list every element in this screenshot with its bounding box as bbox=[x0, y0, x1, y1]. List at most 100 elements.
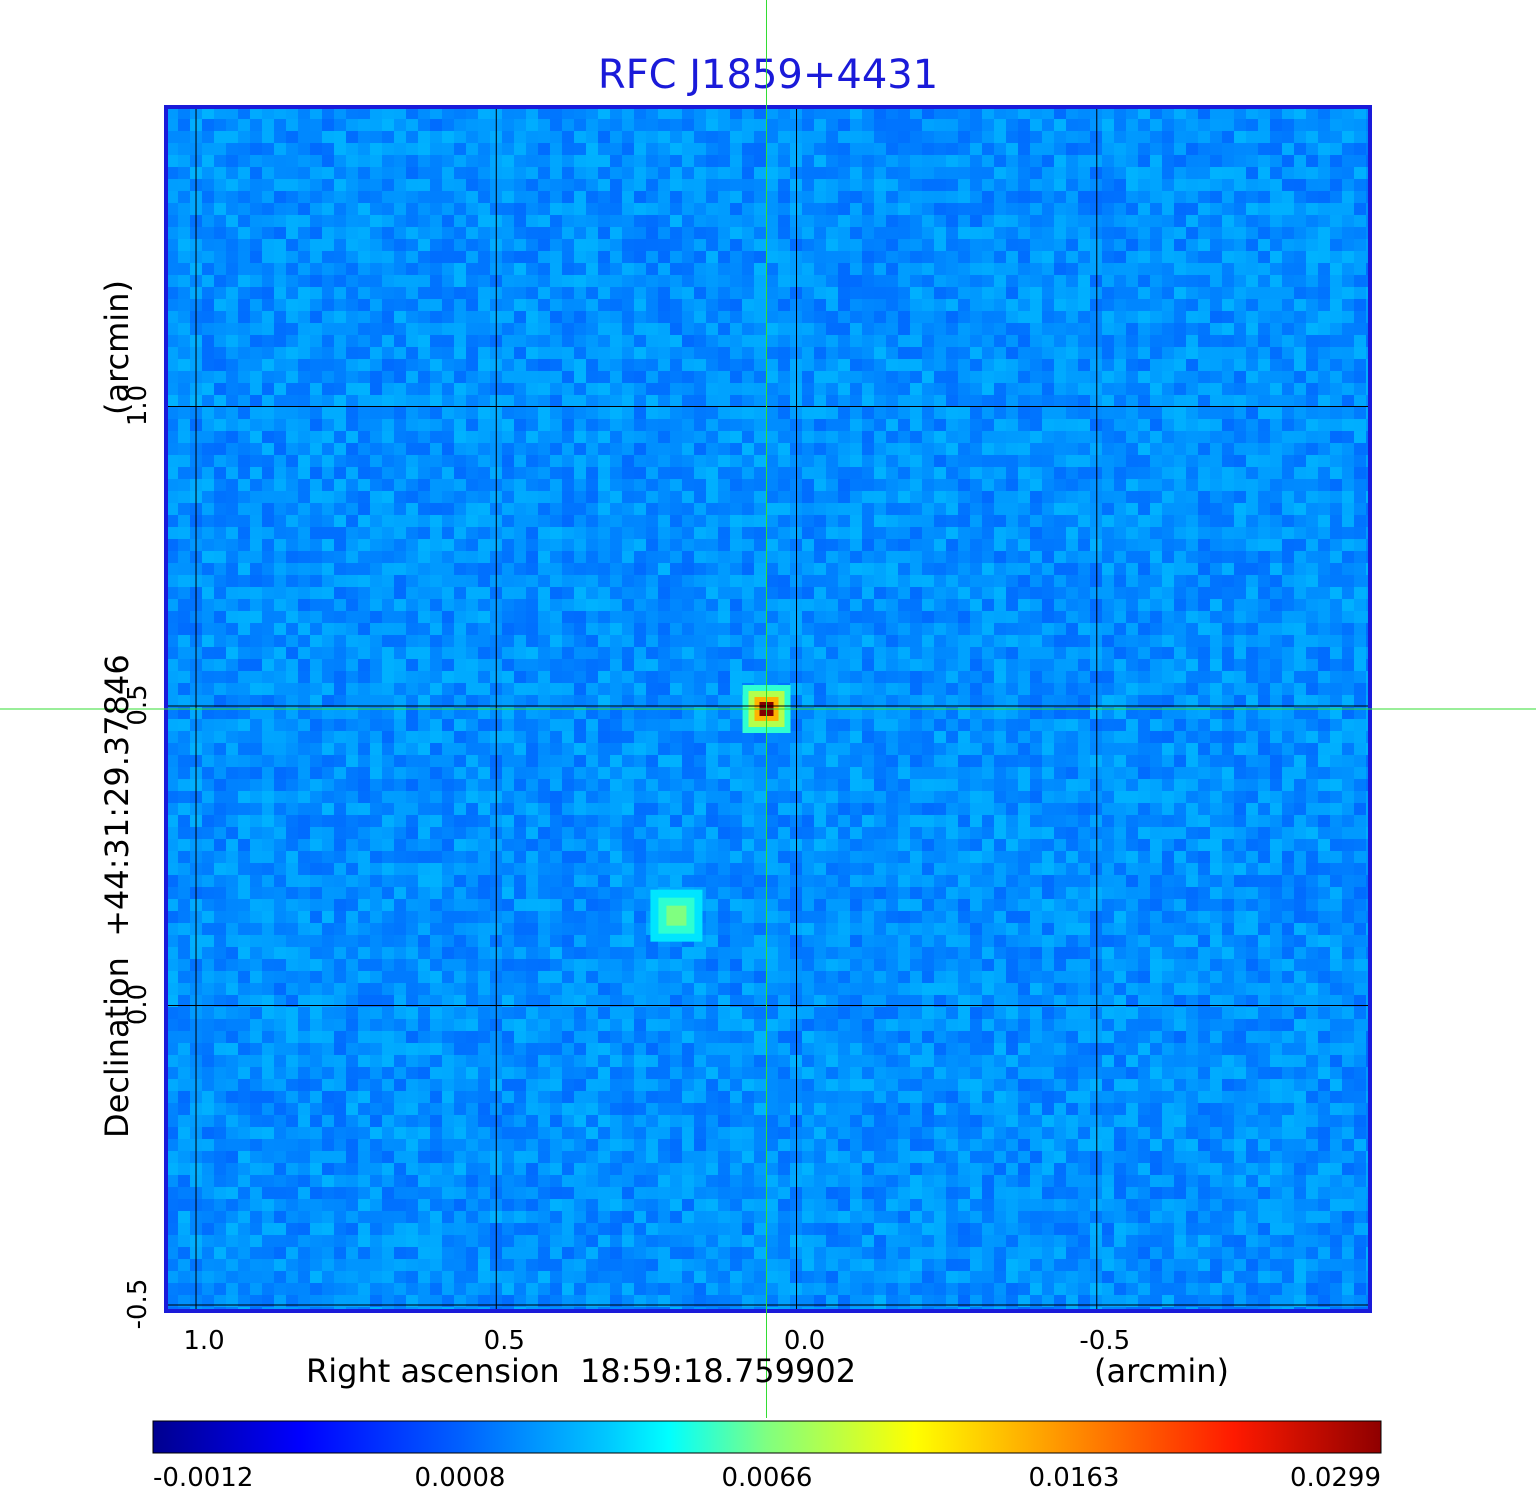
noise-pixel bbox=[1330, 143, 1343, 156]
noise-pixel bbox=[406, 179, 419, 192]
noise-pixel bbox=[1210, 683, 1223, 696]
noise-pixel bbox=[358, 107, 371, 120]
noise-pixel bbox=[346, 287, 359, 300]
noise-pixel bbox=[802, 563, 815, 576]
noise-pixel bbox=[1174, 635, 1187, 648]
noise-pixel bbox=[898, 203, 911, 216]
noise-pixel bbox=[622, 143, 635, 156]
noise-pixel bbox=[502, 443, 515, 456]
noise-pixel bbox=[226, 455, 239, 468]
noise-pixel bbox=[310, 647, 323, 660]
noise-pixel bbox=[886, 659, 899, 672]
noise-pixel bbox=[514, 335, 527, 348]
noise-pixel bbox=[1306, 419, 1319, 432]
noise-pixel bbox=[166, 131, 179, 144]
noise-pixel bbox=[1138, 467, 1151, 480]
noise-pixel bbox=[1282, 659, 1295, 672]
noise-pixel bbox=[910, 107, 923, 120]
noise-pixel bbox=[1114, 359, 1127, 372]
noise-pixel bbox=[1330, 371, 1343, 384]
noise-pixel bbox=[286, 431, 299, 444]
noise-pixel bbox=[646, 647, 659, 660]
noise-pixel bbox=[334, 647, 347, 660]
noise-pixel bbox=[826, 383, 839, 396]
noise-pixel bbox=[634, 251, 647, 264]
noise-pixel bbox=[586, 635, 599, 648]
noise-pixel bbox=[850, 287, 863, 300]
noise-pixel bbox=[286, 611, 299, 624]
noise-pixel bbox=[1354, 455, 1367, 468]
noise-pixel bbox=[754, 635, 767, 648]
noise-pixel bbox=[454, 443, 467, 456]
noise-pixel bbox=[1054, 179, 1067, 192]
noise-pixel bbox=[730, 419, 743, 432]
noise-pixel bbox=[838, 371, 851, 384]
noise-pixel bbox=[1342, 647, 1355, 660]
noise-pixel bbox=[574, 131, 587, 144]
noise-pixel bbox=[1354, 407, 1367, 420]
noise-pixel bbox=[1102, 203, 1115, 216]
noise-pixel bbox=[1354, 167, 1367, 180]
noise-pixel bbox=[1030, 119, 1043, 132]
noise-pixel bbox=[466, 527, 479, 540]
noise-pixel bbox=[1174, 359, 1187, 372]
noise-pixel bbox=[970, 491, 983, 504]
noise-pixel bbox=[646, 179, 659, 192]
noise-pixel bbox=[598, 311, 611, 324]
noise-pixel bbox=[778, 275, 791, 288]
noise-pixel bbox=[694, 467, 707, 480]
noise-pixel bbox=[1090, 347, 1103, 360]
noise-pixel bbox=[1006, 587, 1019, 600]
noise-pixel bbox=[334, 599, 347, 612]
noise-pixel bbox=[514, 671, 527, 684]
noise-pixel bbox=[238, 491, 251, 504]
noise-pixel bbox=[718, 527, 731, 540]
noise-pixel bbox=[502, 227, 515, 240]
noise-pixel bbox=[334, 395, 347, 408]
noise-pixel bbox=[1030, 479, 1043, 492]
noise-pixel bbox=[418, 539, 431, 552]
noise-pixel bbox=[562, 611, 575, 624]
noise-pixel bbox=[730, 275, 743, 288]
noise-pixel bbox=[454, 659, 467, 672]
noise-pixel bbox=[910, 323, 923, 336]
noise-pixel bbox=[1258, 599, 1271, 612]
noise-pixel bbox=[778, 479, 791, 492]
noise-pixel bbox=[1234, 239, 1247, 252]
noise-pixel bbox=[370, 467, 383, 480]
noise-pixel bbox=[862, 467, 875, 480]
noise-pixel bbox=[1090, 587, 1103, 600]
noise-pixel bbox=[1174, 239, 1187, 252]
noise-pixel bbox=[1186, 239, 1199, 252]
noise-pixel bbox=[394, 131, 407, 144]
noise-pixel bbox=[874, 455, 887, 468]
noise-pixel bbox=[1090, 515, 1103, 528]
noise-pixel bbox=[166, 383, 179, 396]
noise-pixel bbox=[802, 251, 815, 264]
noise-pixel bbox=[646, 467, 659, 480]
noise-pixel bbox=[1270, 515, 1283, 528]
noise-pixel bbox=[514, 587, 527, 600]
noise-pixel bbox=[322, 167, 335, 180]
noise-pixel bbox=[1330, 287, 1343, 300]
noise-pixel bbox=[1186, 155, 1199, 168]
noise-pixel bbox=[1006, 611, 1019, 624]
noise-pixel bbox=[262, 395, 275, 408]
noise-pixel bbox=[358, 527, 371, 540]
noise-pixel bbox=[838, 131, 851, 144]
noise-pixel bbox=[1066, 215, 1079, 228]
noise-pixel bbox=[1282, 311, 1295, 324]
noise-pixel bbox=[334, 611, 347, 624]
noise-pixel bbox=[862, 167, 875, 180]
noise-pixel bbox=[214, 371, 227, 384]
noise-pixel bbox=[742, 647, 755, 660]
noise-pixel bbox=[466, 335, 479, 348]
noise-pixel bbox=[1330, 623, 1343, 636]
noise-pixel bbox=[1066, 527, 1079, 540]
noise-pixel bbox=[1078, 239, 1091, 252]
noise-pixel bbox=[214, 215, 227, 228]
noise-pixel bbox=[1330, 539, 1343, 552]
noise-pixel bbox=[958, 491, 971, 504]
noise-pixel bbox=[346, 359, 359, 372]
noise-pixel bbox=[598, 395, 611, 408]
